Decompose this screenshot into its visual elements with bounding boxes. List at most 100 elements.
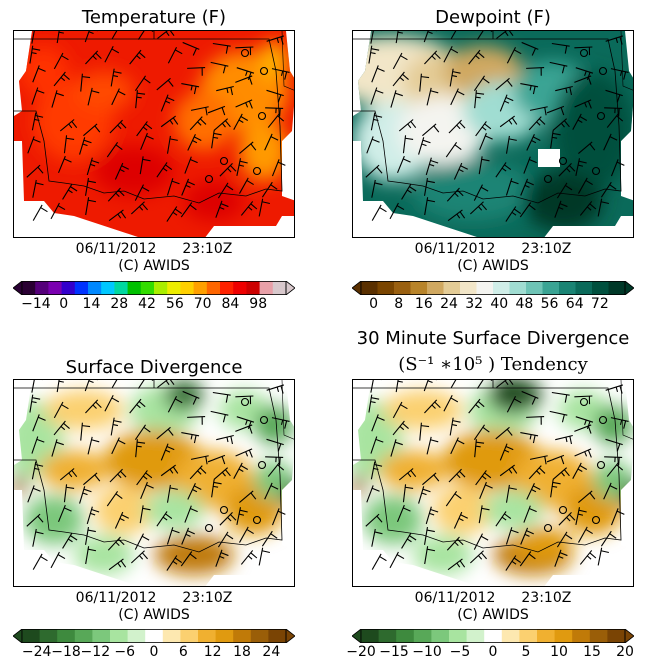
calm-station [259, 415, 269, 425]
colorbar-tick-label: 0 [488, 644, 498, 660]
divergence-date: 06/11/2012 [75, 590, 157, 606]
tendency-time: 23:10Z [521, 590, 572, 606]
colorbar-tick-label: 40 [490, 296, 509, 312]
colorbar-segment [607, 629, 626, 643]
temperature-map-svg [14, 31, 294, 237]
calm-station [204, 523, 214, 533]
divergence-timestamp: 06/11/2012 23:10Z (C) AWIDS [13, 590, 295, 624]
calm-station [252, 515, 262, 525]
colorbar-tick-label: −24 [21, 644, 52, 660]
state-boundary-east [281, 31, 294, 91]
colorbar-tick-label: 0 [369, 296, 379, 312]
colorbar-segment [608, 281, 626, 295]
dewpoint-timestamp: 06/11/2012 23:10Z (C) AWIDS [352, 241, 634, 275]
colorbar-segment [233, 281, 247, 295]
calm-station [598, 415, 608, 425]
colorbar-segment [114, 281, 129, 295]
colorbar-tick-label: 56 [165, 296, 184, 312]
calm-station [596, 111, 606, 121]
calm-station [219, 505, 229, 515]
colorbar-segment [431, 629, 450, 643]
colorbar-segment [22, 629, 41, 643]
colorbar-segment [427, 281, 444, 295]
colorbar-segment [449, 629, 468, 643]
colorbar-segment [140, 281, 155, 295]
dewpoint-map-svg [353, 31, 633, 237]
colorbar-tick-label: 16 [414, 296, 433, 312]
colorbar-outline [360, 629, 626, 643]
colorbar-extend-high [624, 628, 635, 644]
colorbar-tick-label: 24 [262, 644, 281, 660]
colorbar-segment [396, 629, 415, 643]
calm-station [579, 397, 589, 407]
colorbar-segment [361, 281, 378, 295]
colorbar-segment [215, 629, 234, 643]
colorbar-segment [35, 281, 49, 295]
colorbar-segment [460, 281, 477, 295]
colorbar-tick-label: 72 [590, 296, 609, 312]
dewpoint-colorbar [351, 280, 635, 296]
colorbar-segment [127, 629, 146, 643]
divergence-colorbar [12, 628, 296, 644]
colorbar-segment [443, 281, 461, 295]
colorbar-segment [519, 629, 538, 643]
colorbar-segment [542, 281, 560, 295]
colorbar-tick-label: 70 [193, 296, 212, 312]
colorbar-segment [268, 629, 287, 643]
colorbar-segment [48, 281, 63, 295]
colorbar-tick-label: 5 [521, 644, 531, 660]
colorbar-tick-label: −14 [21, 296, 51, 312]
temperature-time: 23:10Z [182, 241, 233, 257]
colorbar-tick-label: −15 [379, 644, 409, 660]
calm-station [598, 66, 608, 76]
colorbar-segment [501, 629, 520, 643]
colorbar-segment [101, 281, 115, 295]
calm-station [240, 397, 250, 407]
colorbar-segment [272, 281, 287, 295]
colorbar-segment [575, 281, 593, 295]
colorbar-segment [127, 281, 142, 295]
colorbar-segment [57, 629, 76, 643]
colorbar-tick-label: 56 [540, 296, 559, 312]
tendency-map [352, 379, 634, 587]
calm-station [543, 523, 553, 533]
state-boundary [353, 380, 622, 553]
calm-station [591, 515, 601, 525]
colorbar-tick-label: −10 [412, 644, 442, 660]
wind-barbs [365, 31, 629, 222]
colorbar-tick-label: 10 [550, 644, 568, 660]
colorbar-tick-label: 32 [465, 296, 484, 312]
colorbar-segment [250, 629, 269, 643]
colorbar-tick-label: −12 [80, 644, 111, 660]
calm-station [240, 48, 250, 58]
colorbar-tick-label: 8 [394, 296, 404, 312]
missing-data [538, 149, 560, 167]
colorbar-segment [167, 281, 181, 295]
temperature-title: Temperature (F) [81, 7, 227, 28]
colorbar-segment [180, 629, 199, 643]
colorbar-outline [21, 281, 287, 295]
divergence-title: Surface Divergence [65, 357, 243, 378]
colorbar-segment [559, 281, 576, 295]
colorbar-segment [206, 281, 221, 295]
tendency-title-line1: 30 Minute Surface Divergence [356, 328, 630, 349]
colorbar-segment [145, 629, 164, 643]
calm-station [591, 166, 601, 176]
colorbar-segment [484, 629, 503, 643]
colorbar-tick-label: −20 [346, 644, 376, 660]
calm-station [204, 174, 214, 184]
tendency-map-svg [353, 380, 633, 586]
dewpoint-time: 23:10Z [521, 241, 572, 257]
tendency-title-line2: (S⁻¹ ∗10⁵ ) Tendency [398, 354, 588, 375]
divergence-map-svg [14, 380, 294, 586]
colorbar-segment [110, 629, 129, 643]
state-boundary [14, 31, 283, 204]
colorbar-segment [39, 629, 58, 643]
colorbar-segment [162, 629, 181, 643]
colorbar-tick-label: 48 [515, 296, 534, 312]
contour-field [14, 31, 294, 237]
colorbar-segment [572, 629, 591, 643]
colorbar-segment [74, 281, 89, 295]
colorbar-tick-label: 0 [149, 644, 159, 660]
colorbar-extend-high [285, 280, 296, 296]
